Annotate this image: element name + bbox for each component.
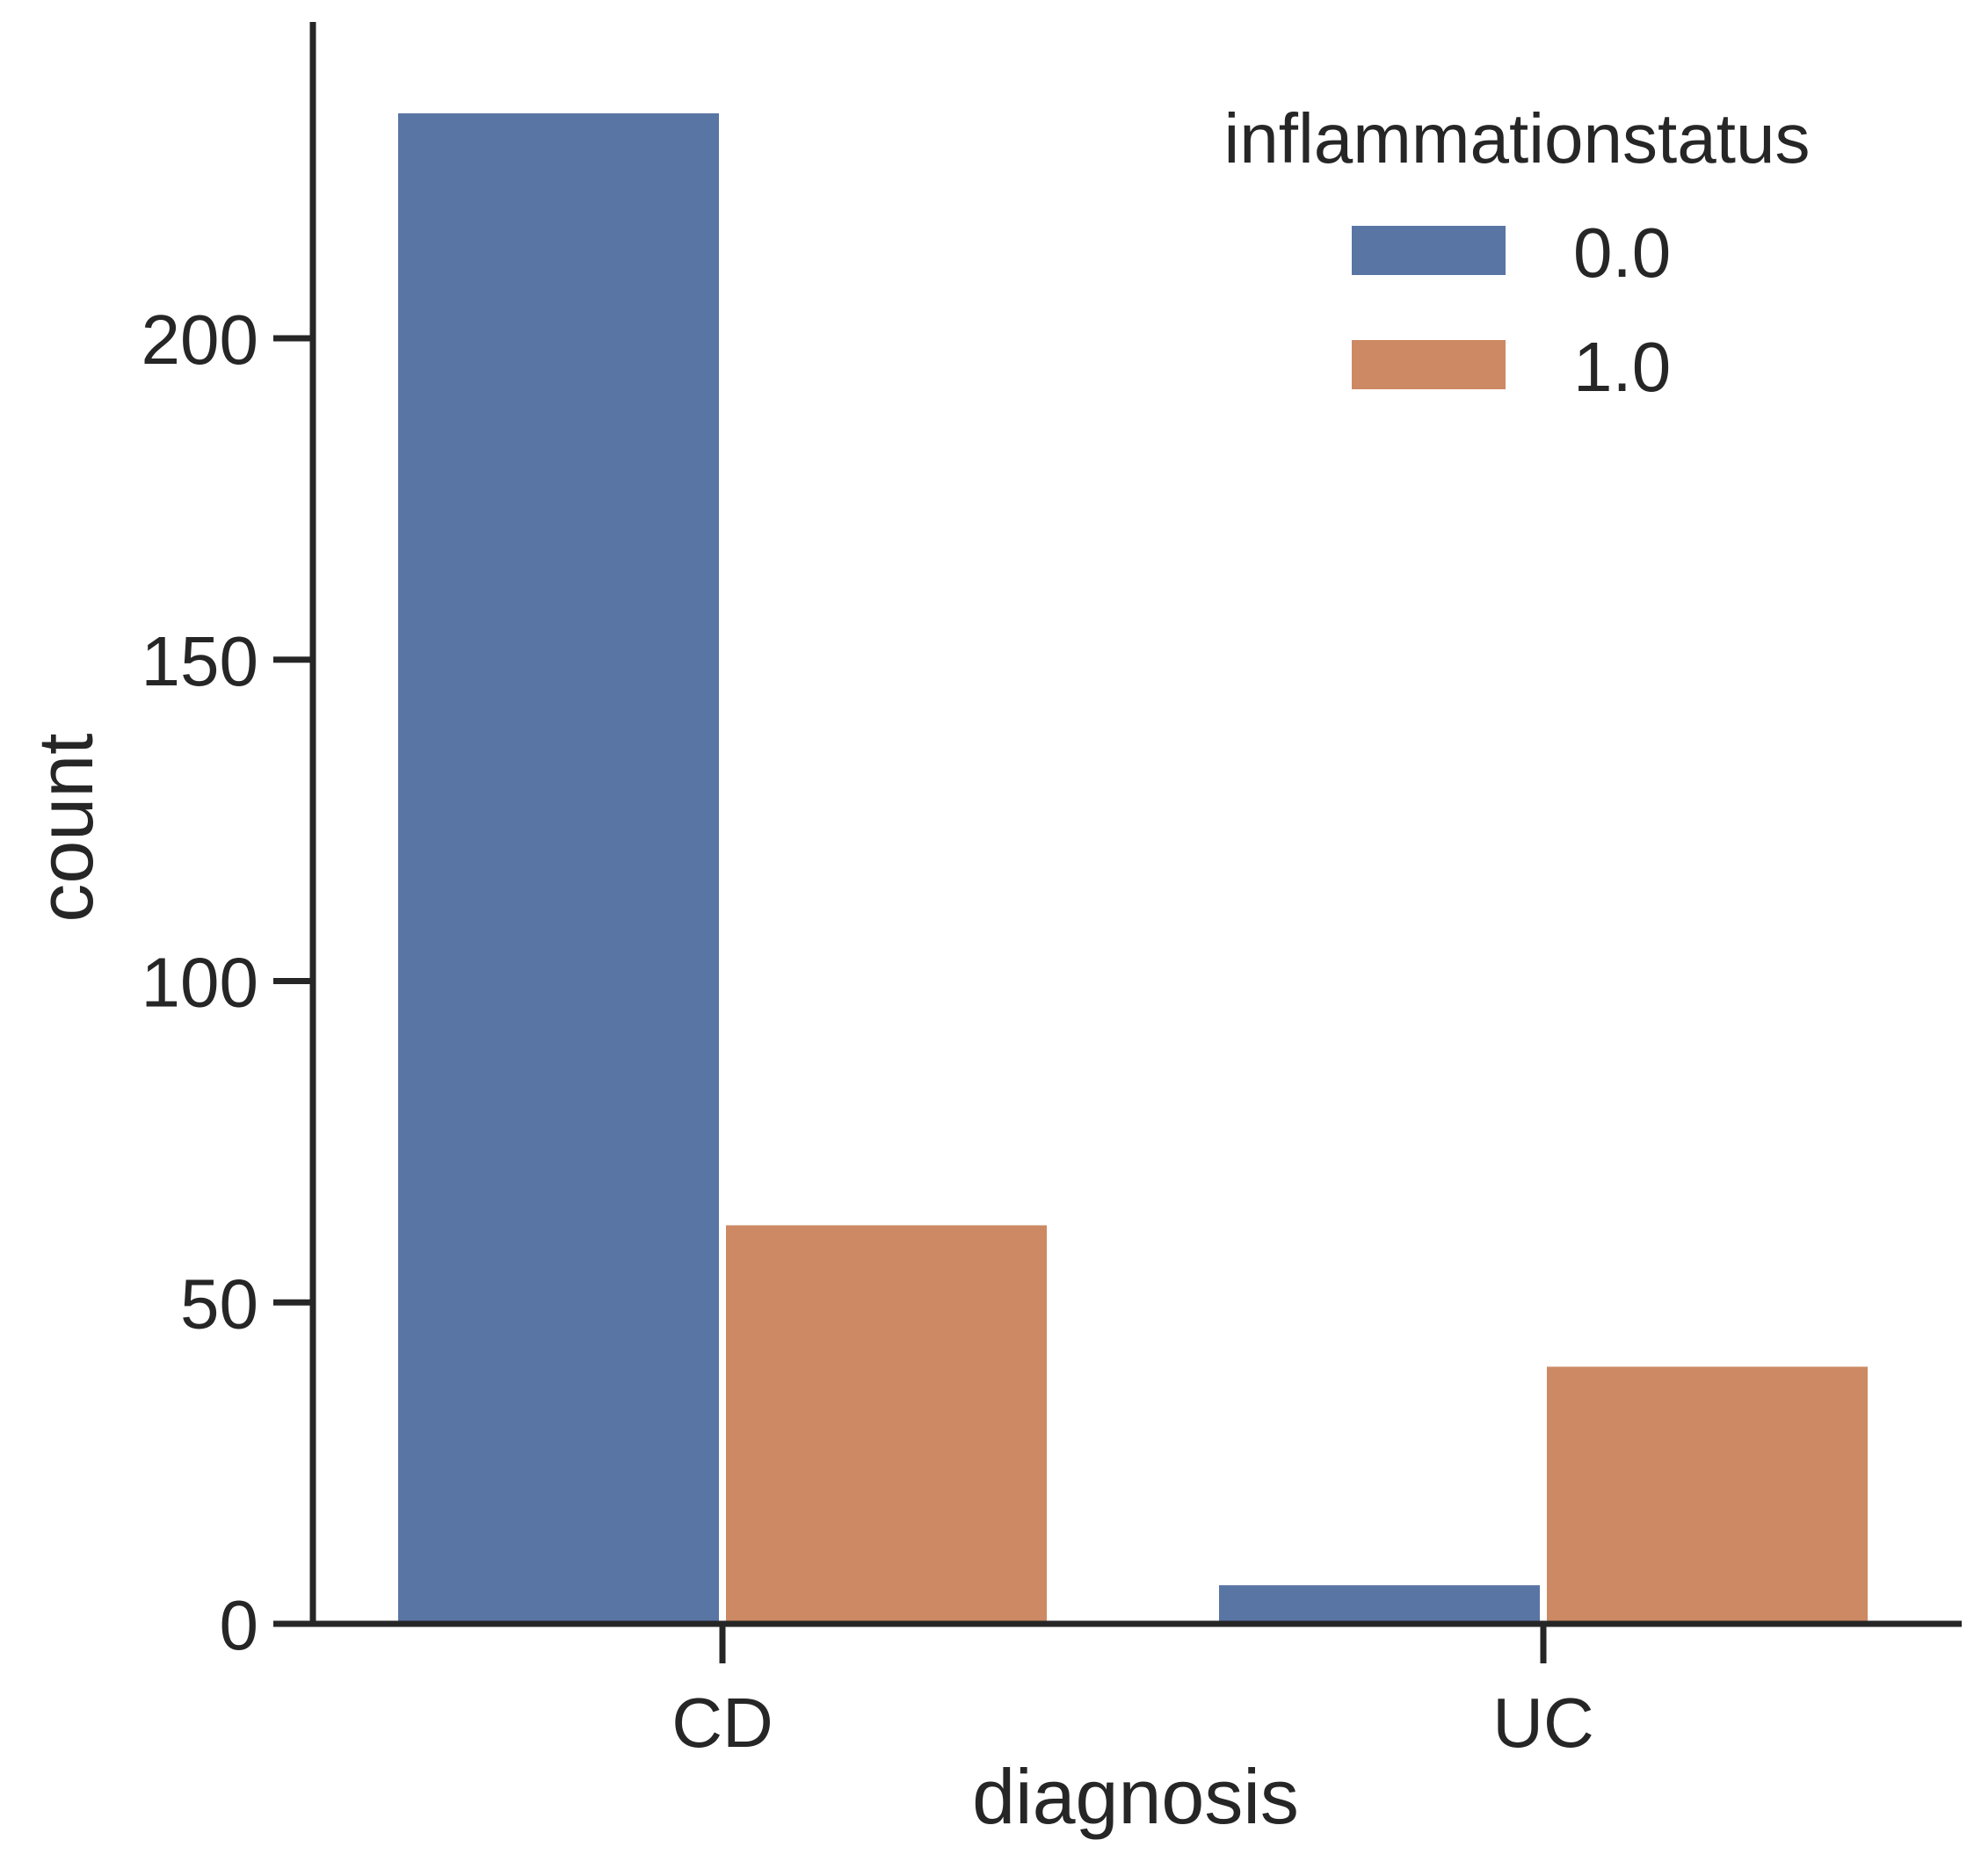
legend-label-0.0: 0.0 <box>1573 214 1671 292</box>
x-tick-label-UC: UC <box>1492 1684 1594 1762</box>
axes-group <box>309 22 1962 1627</box>
bar-UC-0.0 <box>1219 1585 1540 1624</box>
y-axis-label: count <box>22 733 109 922</box>
ticks-group: 0 50 100 150 200 CD UC <box>142 301 1594 1762</box>
y-tick-label-50: 50 <box>180 1264 258 1343</box>
legend-title: inflammationstatus <box>1224 99 1811 177</box>
bar-UC-1.0 <box>1547 1366 1868 1624</box>
bars-group <box>398 112 1868 1625</box>
legend: inflammationstatus 0.0 1.0 <box>1224 99 1811 406</box>
bar-CD-0.0 <box>398 112 719 1625</box>
legend-label-1.0: 1.0 <box>1573 328 1671 406</box>
y-tick-label-150: 150 <box>142 622 258 700</box>
bar-CD-1.0 <box>726 1225 1047 1624</box>
y-tick-label-200: 200 <box>142 301 258 379</box>
legend-swatch-0.0 <box>1352 226 1506 275</box>
legend-swatch-1.0 <box>1352 340 1506 389</box>
y-tick-label-0: 0 <box>220 1586 259 1664</box>
y-tick-label-100: 100 <box>142 944 258 1022</box>
x-axis-label: diagnosis <box>972 1753 1299 1840</box>
x-tick-label-CD: CD <box>671 1684 773 1762</box>
